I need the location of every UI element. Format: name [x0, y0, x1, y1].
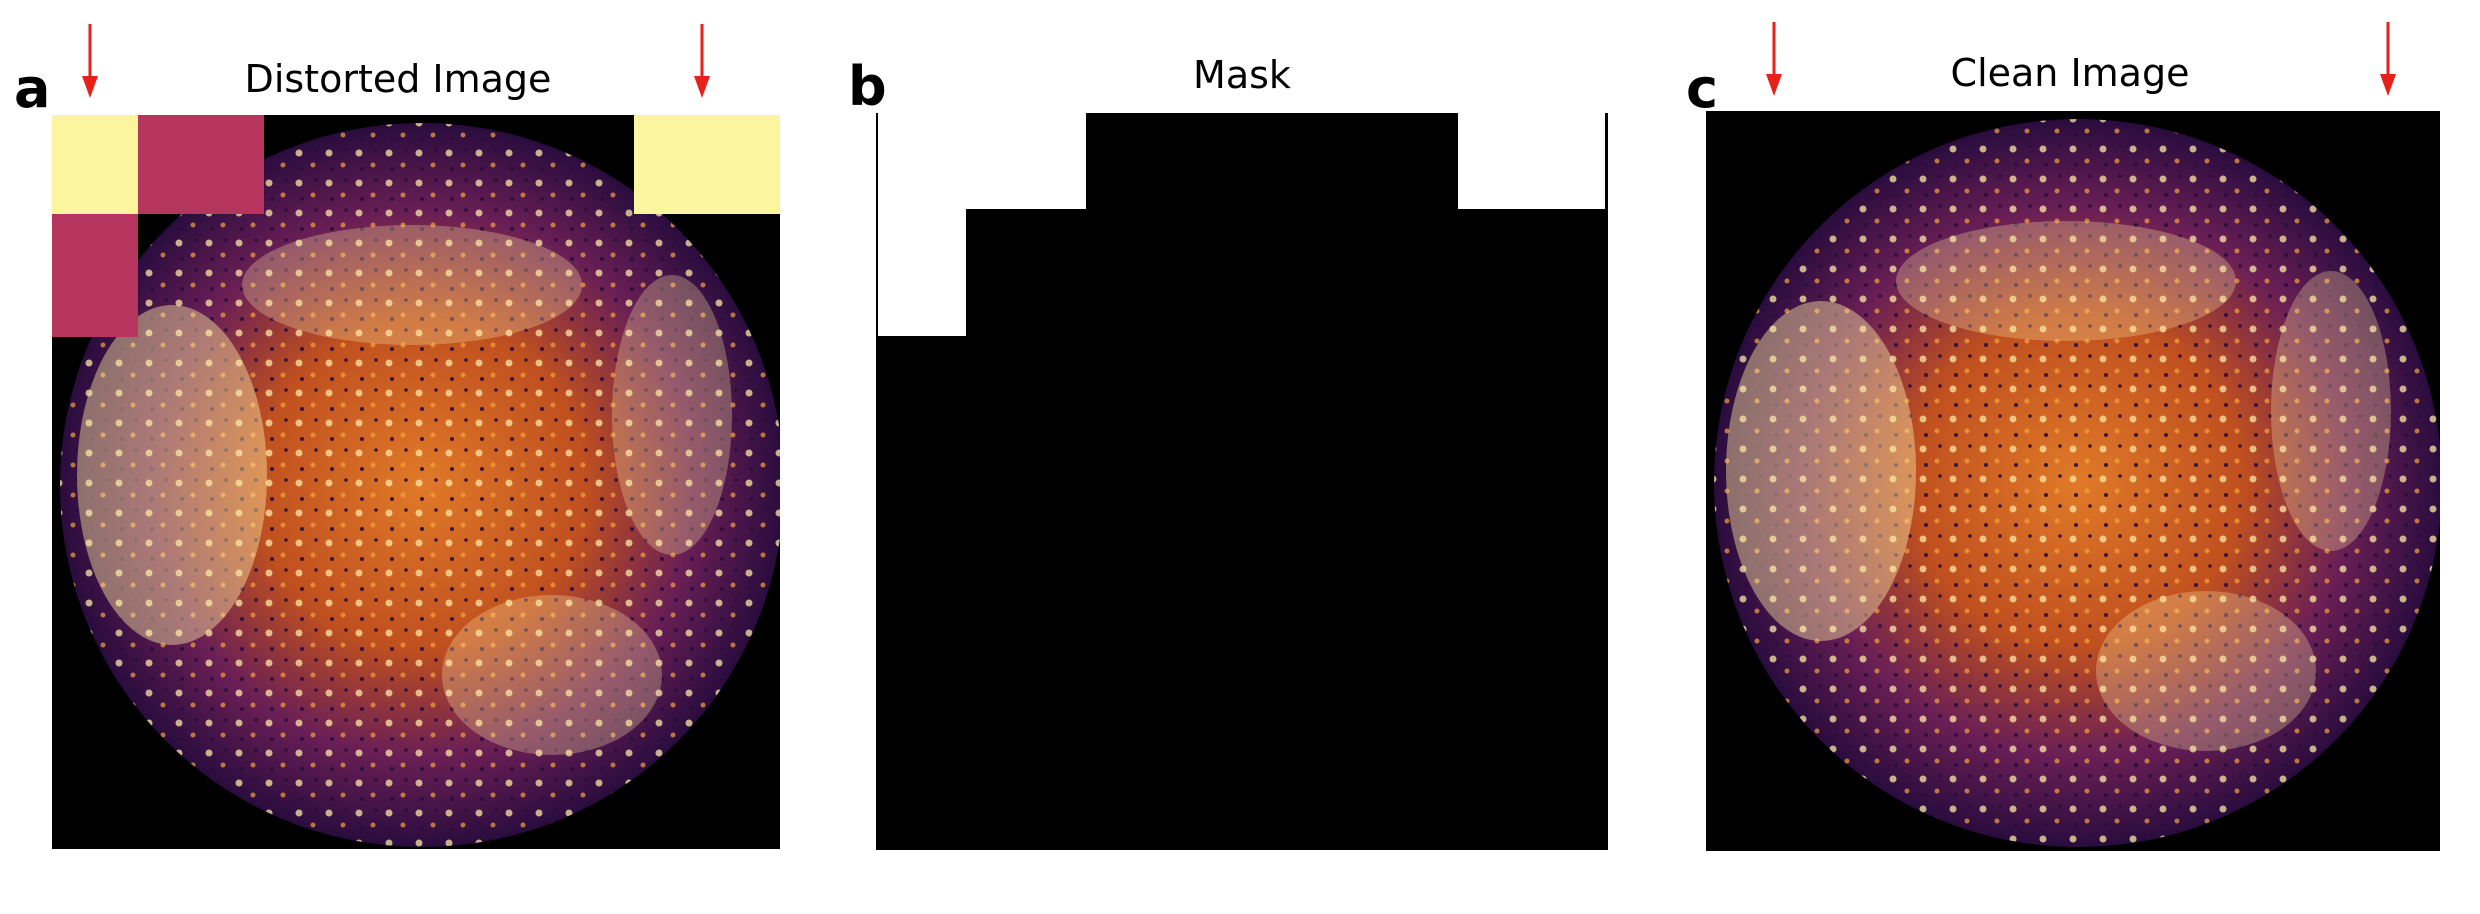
panel-title-clean: Clean Image — [1950, 51, 2190, 95]
distorted-image — [52, 115, 780, 849]
clean-image — [1706, 111, 2440, 851]
panel-label-c: c — [1686, 57, 1719, 120]
mask-image — [876, 113, 1608, 850]
panel-title-distorted: Distorted Image — [244, 57, 552, 101]
down-arrow-icon — [82, 24, 98, 98]
panel-title-mask: Mask — [1193, 53, 1291, 97]
panel-label-b: b — [848, 55, 887, 118]
panel-label-a: a — [14, 57, 51, 120]
down-arrow-icon — [1766, 22, 1782, 96]
down-arrow-icon — [694, 24, 710, 98]
down-arrow-icon — [2380, 22, 2396, 96]
